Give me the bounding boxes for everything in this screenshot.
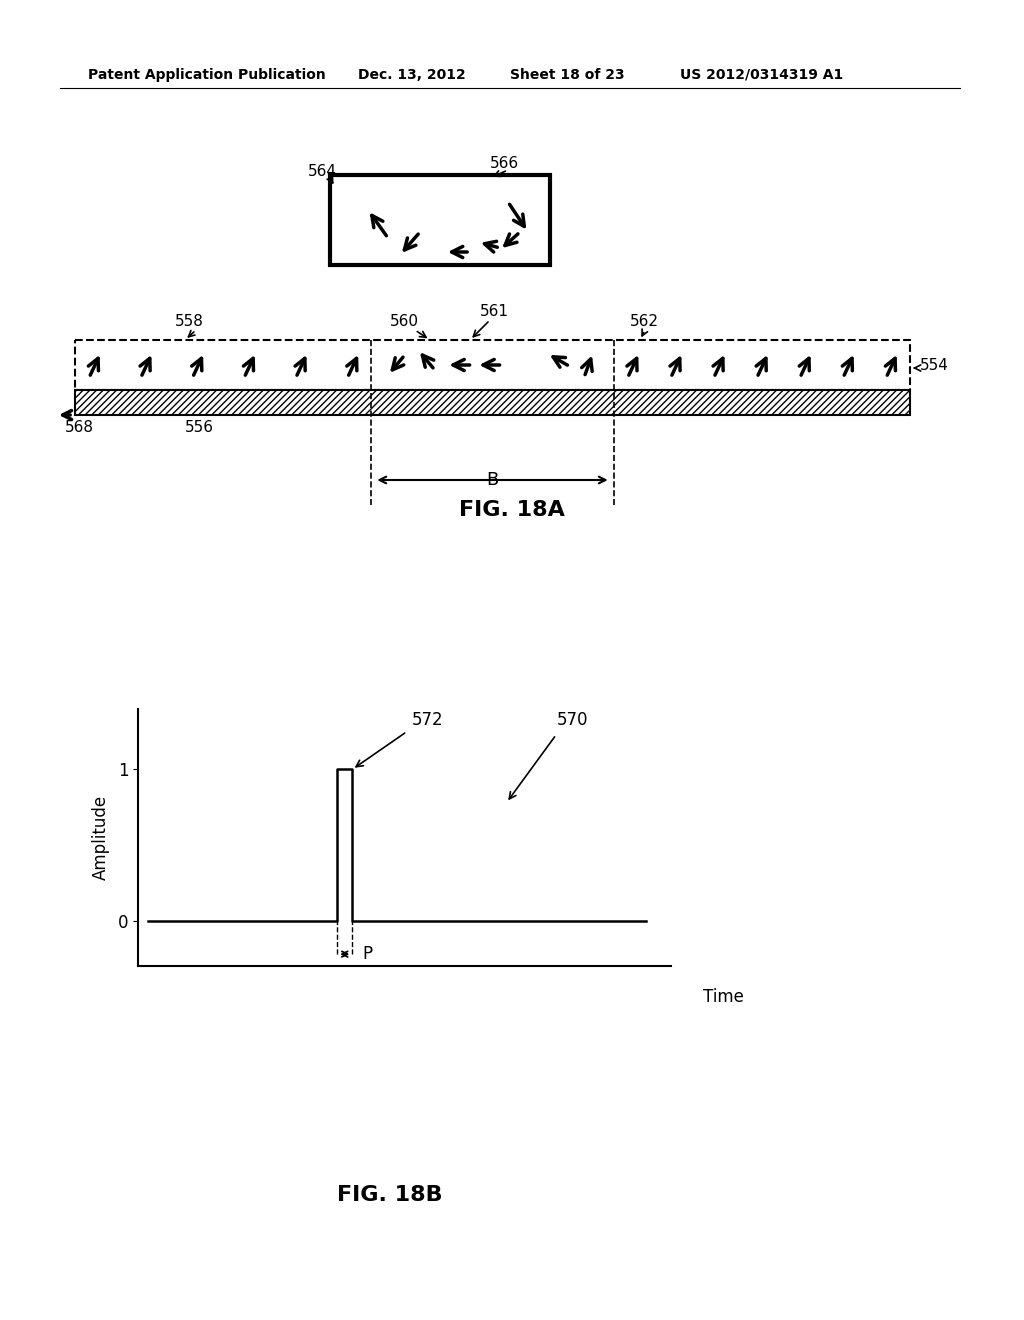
Text: US 2012/0314319 A1: US 2012/0314319 A1 [680, 69, 843, 82]
Text: 562: 562 [630, 314, 659, 330]
Text: Dec. 13, 2012: Dec. 13, 2012 [358, 69, 466, 82]
Text: 572: 572 [412, 710, 443, 729]
Bar [75, 389, 910, 414]
Text: 566: 566 [490, 156, 519, 170]
Text: Sheet 18 of 23: Sheet 18 of 23 [510, 69, 625, 82]
Text: 560: 560 [390, 314, 419, 330]
Text: P: P [362, 945, 373, 964]
Text: 568: 568 [65, 421, 94, 436]
Bar [75, 341, 910, 389]
Text: FIG. 18B: FIG. 18B [337, 1185, 442, 1205]
Text: 561: 561 [480, 304, 509, 318]
Text: 556: 556 [185, 421, 214, 436]
Text: FIG. 18A: FIG. 18A [459, 500, 565, 520]
Text: Patent Application Publication: Patent Application Publication [88, 69, 326, 82]
Text: 564: 564 [308, 165, 337, 180]
Text: B: B [486, 471, 499, 488]
Bar [330, 176, 550, 265]
Text: 554: 554 [920, 358, 949, 372]
Text: 558: 558 [175, 314, 204, 330]
Y-axis label: Amplitude: Amplitude [91, 795, 110, 880]
Text: Time: Time [702, 989, 743, 1006]
Text: 570: 570 [556, 710, 588, 729]
